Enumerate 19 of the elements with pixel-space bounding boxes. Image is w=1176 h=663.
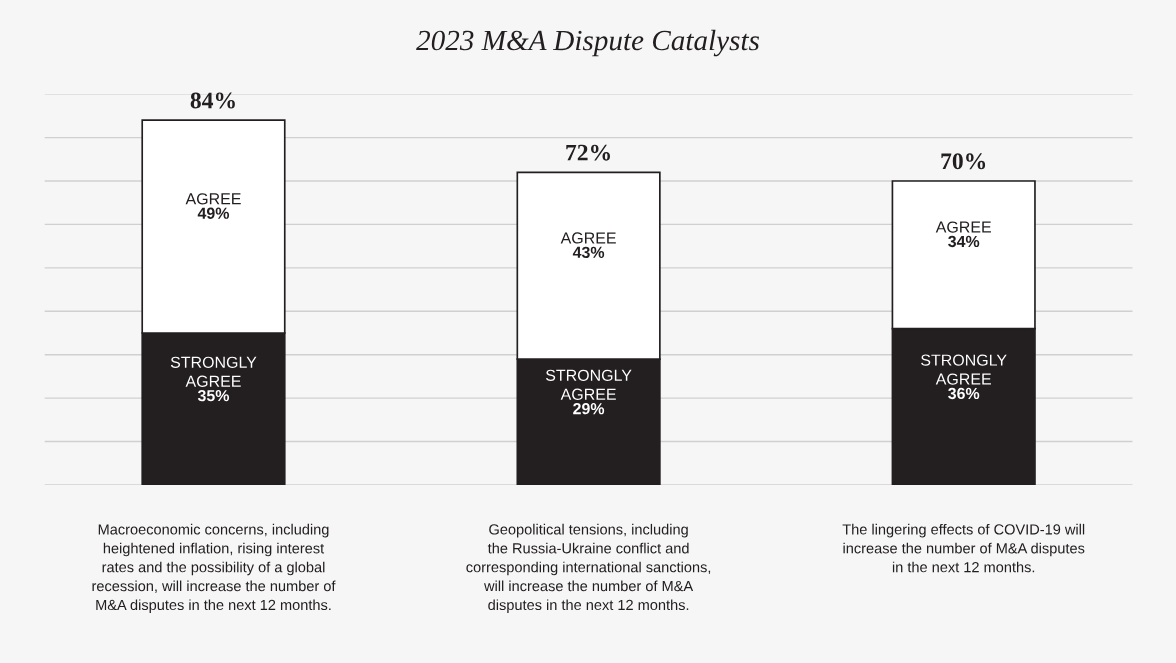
- x-tick-label: The lingering effects of COVID-19 will increase the number of M&A disputes in the next 12 months.: [842, 523, 1085, 573]
- text: AGREE: [185, 193, 241, 205]
- data-label: 43%: [572, 246, 605, 258]
- total-label: 72%: [566, 144, 610, 161]
- total-label: 70%: [941, 153, 986, 170]
- data-label: 36%: [948, 387, 980, 400]
- x-tick-label: Macroeconomic concerns, including heightened inflation, rising interest rates and the possibility of a global recession, will increase the number of M&A disputes in the next 12 months.: [92, 523, 336, 613]
- total-label: 84%: [190, 92, 235, 109]
- text: AGREE: [560, 232, 616, 244]
- series-label: AGREE: [935, 221, 991, 233]
- data-label: 29%: [573, 402, 605, 415]
- x-tick-label: Geopolitical tensions, including the Russia-Ukraine conflict and corresponding international sanctions, will increase the number of M&A disputes in the next 12 months.: [466, 523, 711, 613]
- data-label: 34%: [948, 235, 980, 248]
- data-label: 35%: [197, 389, 230, 402]
- chart-title: 2023 M&A Dispute Catalysts: [416, 29, 760, 57]
- text: STRONGLY AGREE: [921, 354, 1007, 385]
- data-label: 49%: [197, 207, 230, 219]
- text: STRONGLY AGREE: [170, 356, 257, 387]
- series-label: STRONGLY AGREE: [545, 369, 632, 400]
